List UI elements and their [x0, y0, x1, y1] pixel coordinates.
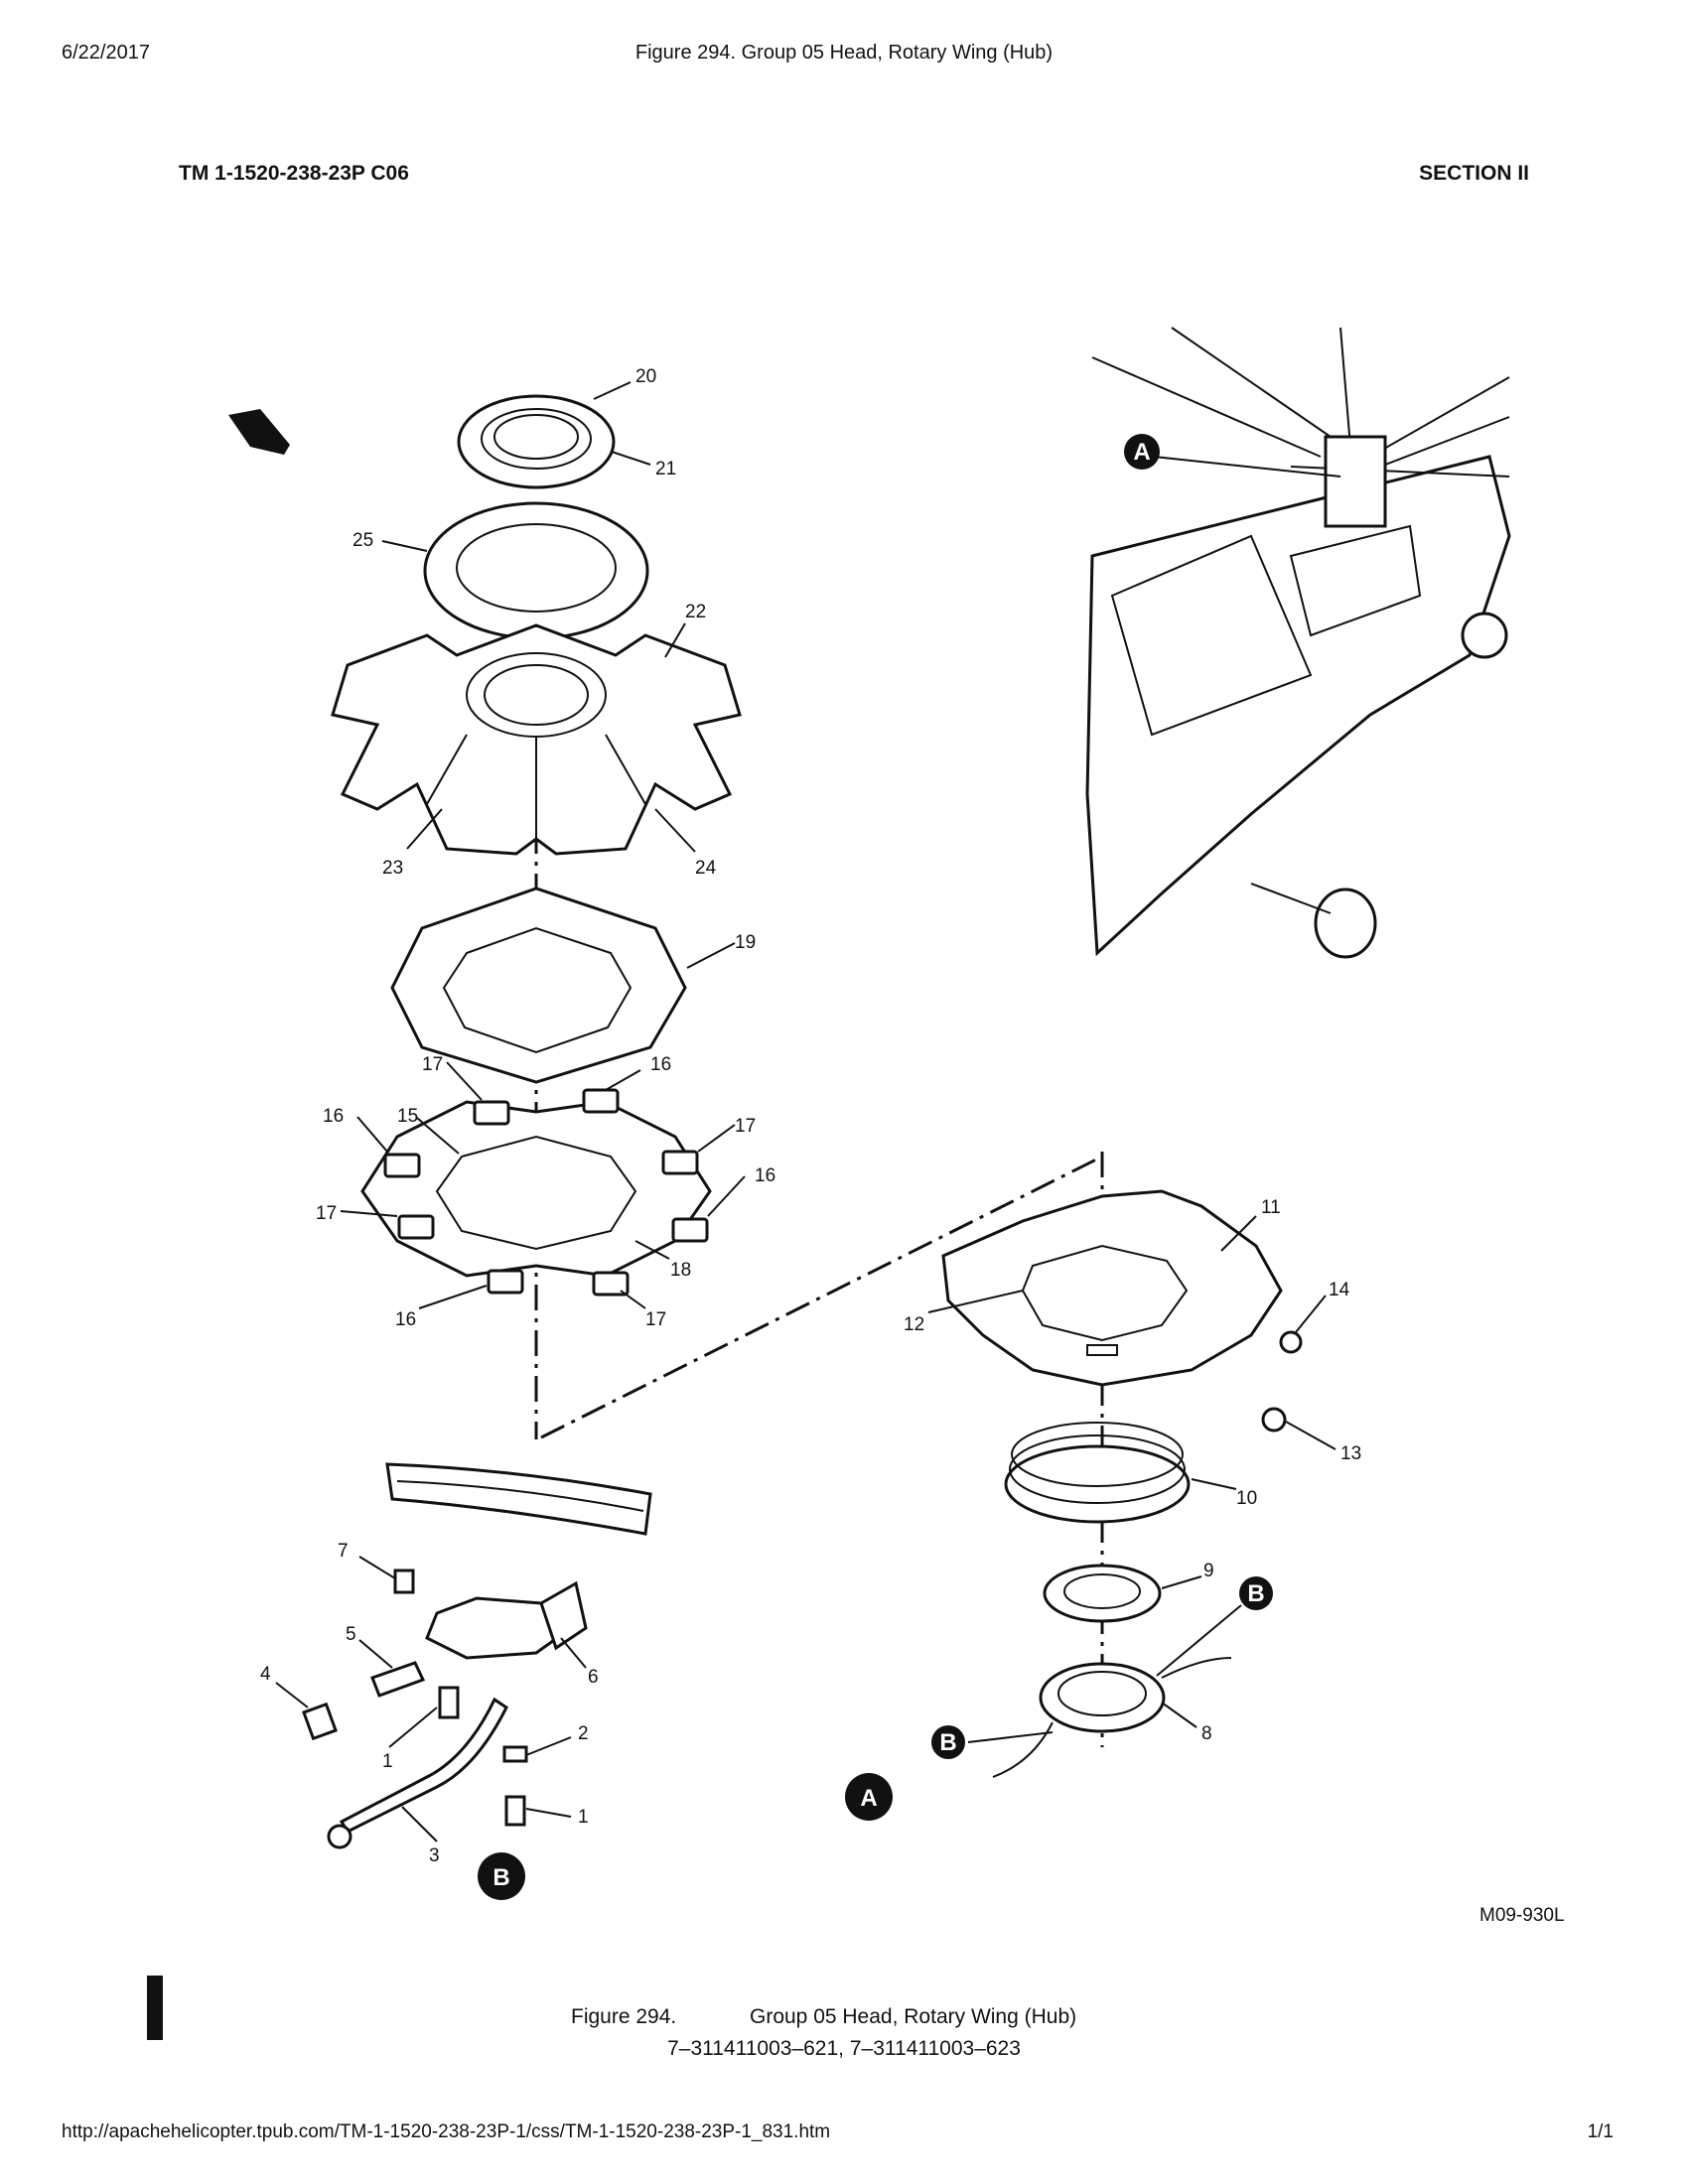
hub-body-22 — [331, 623, 742, 856]
item-number-19: 19 — [735, 932, 756, 953]
callout-a-bottom: A — [845, 1773, 893, 1821]
item-number-17b: 17 — [735, 1116, 756, 1137]
svg-text:A: A — [1133, 439, 1150, 466]
seal-ring-20-21 — [457, 394, 616, 489]
item-number-4: 4 — [260, 1664, 271, 1685]
drawing-id: M09-930L — [1479, 1905, 1565, 1926]
item-number-20: 20 — [635, 366, 656, 387]
item-number-16d: 16 — [395, 1309, 416, 1330]
bolt-7 — [393, 1569, 415, 1594]
svg-text:B: B — [1247, 1580, 1264, 1607]
item-number-11: 11 — [1261, 1197, 1281, 1218]
bearing-ring-10 — [1004, 1422, 1191, 1524]
caption-models: 7–311411003–621, 7–311411003–623 — [667, 2037, 1021, 2060]
item-number-16a: 16 — [650, 1054, 671, 1075]
page-number: 1/1 — [1587, 2121, 1614, 2142]
item-number-12: 12 — [904, 1314, 924, 1335]
callout-b-right: B — [1239, 1576, 1273, 1610]
item-number-16b: 16 — [323, 1106, 344, 1127]
item-number-22: 22 — [685, 602, 706, 622]
callout-a-top: A — [1124, 434, 1160, 470]
item-number-17a: 17 — [422, 1054, 443, 1075]
svg-text:B: B — [492, 1864, 509, 1891]
item-number-13: 13 — [1340, 1443, 1361, 1464]
washer-2 — [502, 1745, 528, 1763]
bolt-1a — [438, 1686, 460, 1719]
tm-number: TM 1-1520-238-23P C06 — [179, 162, 409, 185]
item-number-2: 2 — [578, 1723, 589, 1744]
revision-hand-icon — [228, 409, 290, 455]
item-number-1b: 1 — [578, 1807, 589, 1828]
nut-14 — [1279, 1330, 1303, 1354]
svg-text:B: B — [939, 1729, 956, 1756]
callout-b-left: B — [931, 1725, 965, 1759]
hub-segment — [385, 1462, 652, 1536]
bearing-9 — [1043, 1564, 1162, 1623]
page-title: Figure 294. Group 05 Head, Rotary Wing (… — [634, 42, 1054, 64]
item-number-23: 23 — [382, 858, 403, 879]
caption-figure-number: Figure 294. — [571, 2005, 677, 2028]
retainer-plate-25 — [423, 501, 649, 640]
helicopter-overview — [1085, 327, 1511, 959]
source-url-link[interactable]: http://apachehelicopter.tpub.com/TM-1-15… — [62, 2121, 831, 2142]
change-bar — [147, 1976, 163, 2040]
section-label: SECTION II — [1419, 162, 1529, 185]
sensor-ring-8 — [992, 1657, 1232, 1778]
callout-b-bottom: B — [478, 1852, 525, 1900]
bracket-6 — [425, 1580, 588, 1660]
caption-title: Group 05 Head, Rotary Wing (Hub) — [750, 2005, 1077, 2028]
leader-lines — [275, 381, 1341, 1843]
item-number-1a: 1 — [382, 1751, 393, 1772]
item-number-17c: 17 — [316, 1203, 337, 1224]
bolt-5 — [370, 1661, 426, 1698]
item-number-3: 3 — [429, 1845, 440, 1866]
terminal-3 — [327, 1824, 352, 1849]
item-number-9: 9 — [1203, 1561, 1214, 1581]
item-number-17d: 17 — [645, 1309, 666, 1330]
item-number-16c: 16 — [755, 1165, 775, 1186]
item-number-21: 21 — [655, 459, 676, 479]
swashplate-11 — [941, 1189, 1283, 1387]
item-number-7: 7 — [338, 1541, 349, 1562]
print-date: 6/22/2017 — [62, 42, 150, 64]
item-number-18: 18 — [670, 1260, 691, 1281]
item-number-24: 24 — [695, 858, 717, 879]
item-number-6: 6 — [588, 1667, 599, 1688]
assembly-axis-link — [540, 1155, 1103, 1439]
plate-19 — [390, 887, 687, 1084]
nut-4 — [302, 1702, 338, 1741]
svg-text:A: A — [860, 1785, 877, 1812]
item-number-15: 15 — [397, 1106, 418, 1127]
cable-3 — [339, 1697, 508, 1834]
item-number-14: 14 — [1329, 1280, 1350, 1300]
item-number-10: 10 — [1236, 1488, 1257, 1509]
item-number-8: 8 — [1201, 1723, 1212, 1744]
item-number-25: 25 — [352, 530, 373, 551]
nut-13 — [1261, 1407, 1287, 1433]
bolt-1b — [504, 1795, 526, 1827]
item-number-5: 5 — [346, 1624, 356, 1645]
